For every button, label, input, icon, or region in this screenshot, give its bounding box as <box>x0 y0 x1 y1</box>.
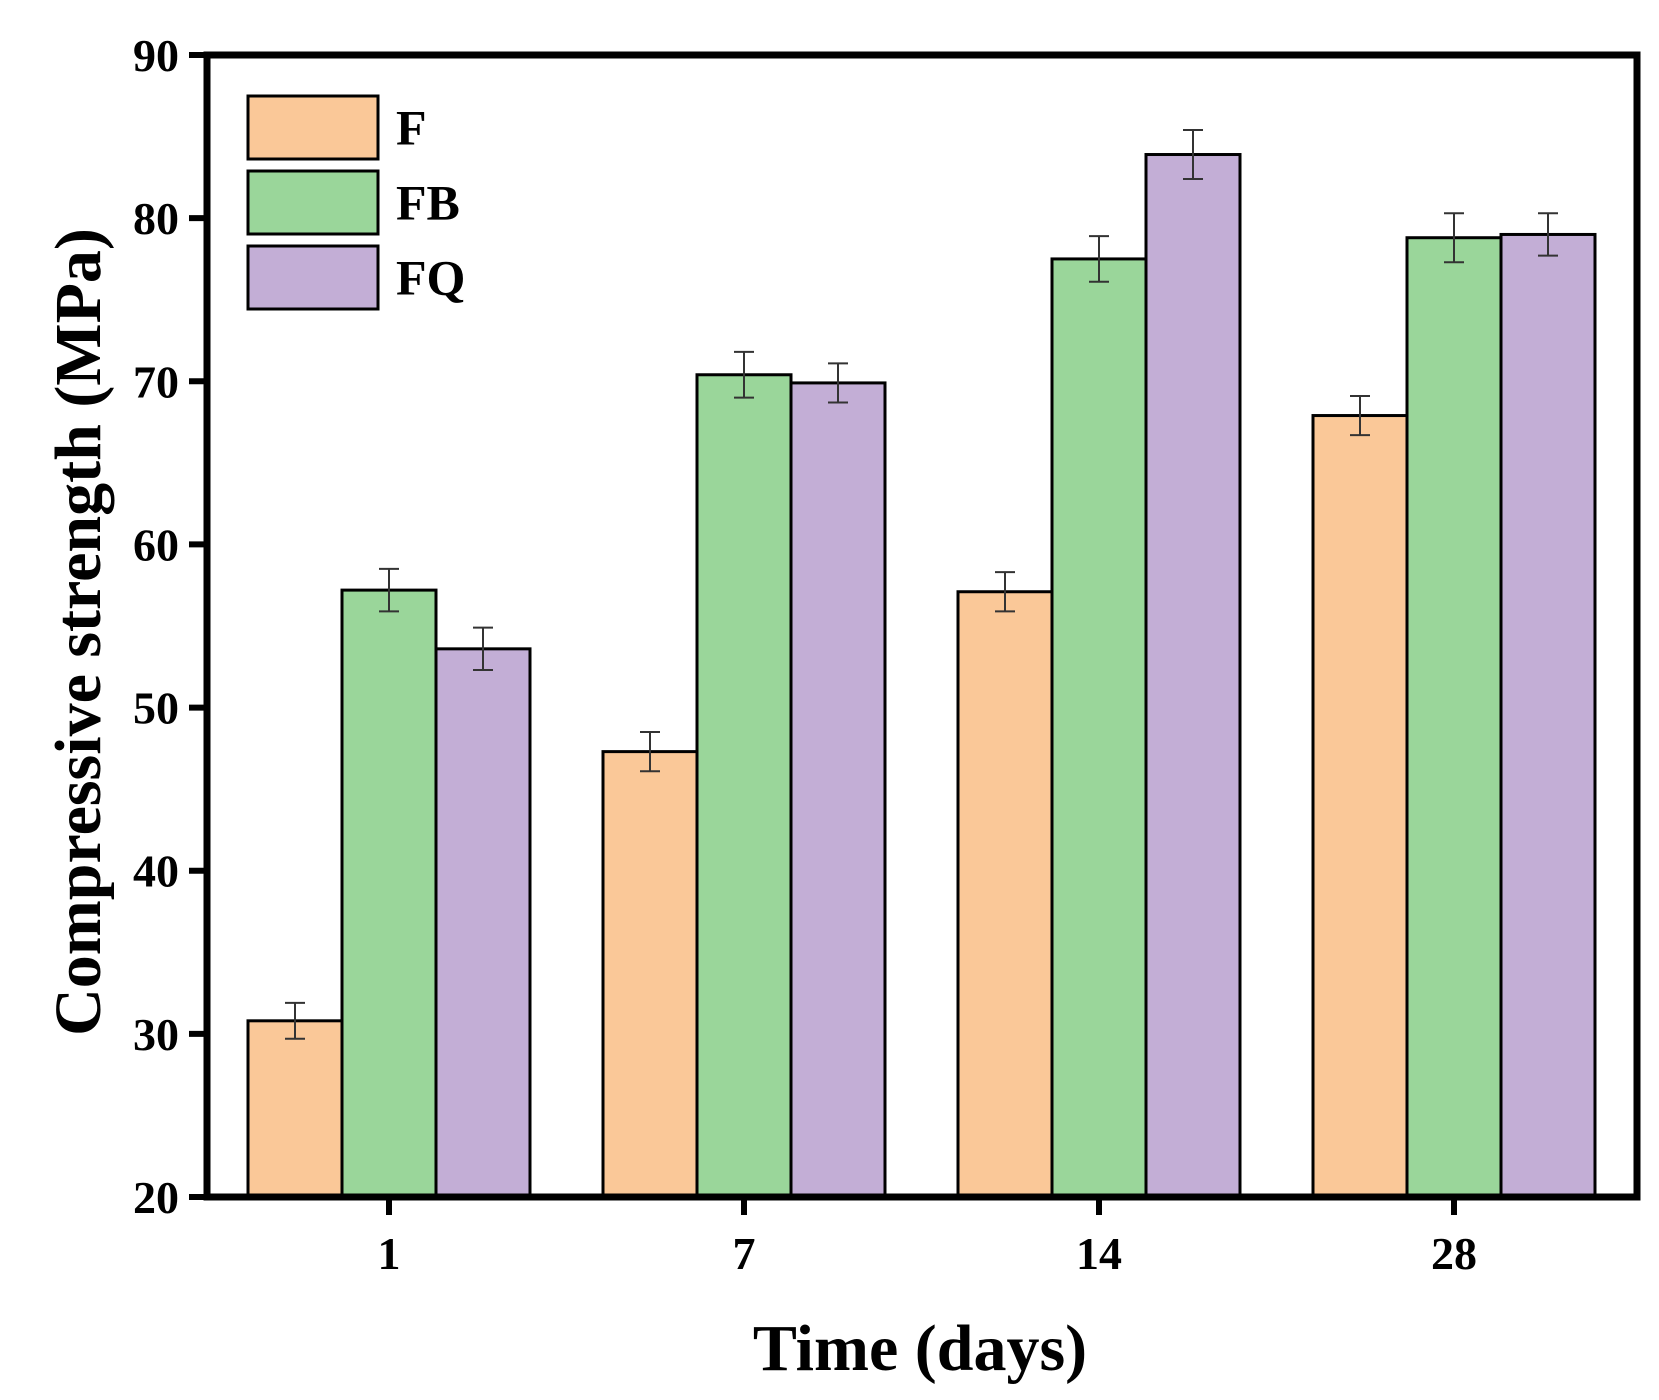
error-bar-FB-day-1 <box>379 567 399 613</box>
legend-label: FQ <box>396 250 465 306</box>
legend: F FB FQ <box>246 94 465 311</box>
legend-label: F <box>396 100 427 156</box>
error-bar-F-day-14 <box>995 571 1015 613</box>
y-tick-label: 50 <box>133 683 179 734</box>
error-bars-layer <box>285 129 1558 1040</box>
error-bar-F-day-7 <box>640 731 660 773</box>
bar-FB-day-14 <box>1050 257 1148 1199</box>
error-bar-FQ-day-28 <box>1538 212 1558 257</box>
y-tick-label: 40 <box>133 846 179 897</box>
bar-FB-day-28 <box>1405 236 1503 1199</box>
legend-item-FQ: FQ <box>246 244 465 311</box>
x-tick-label: 1 <box>378 1228 401 1279</box>
error-bar-FB-day-28 <box>1444 212 1464 264</box>
plot-frame <box>203 51 1641 1201</box>
legend-label: FB <box>396 175 460 231</box>
error-bar-FB-day-14 <box>1089 235 1109 283</box>
error-bar-F-day-1 <box>285 1001 305 1040</box>
y-tick-label: 80 <box>133 193 179 244</box>
bar-F-day-1 <box>246 1019 344 1199</box>
axes-layer: 20 30 40 50 60 70 80 90 1 7 14 28 <box>133 30 1641 1279</box>
error-bar-F-day-28 <box>1350 394 1370 437</box>
bar-FQ-day-1 <box>434 647 532 1199</box>
error-bar-FB-day-7 <box>734 350 754 399</box>
bar-F-day-7 <box>601 750 699 1199</box>
x-tick-label: 28 <box>1431 1228 1477 1279</box>
error-bar-FQ-day-1 <box>473 626 493 672</box>
legend-swatch <box>246 94 380 161</box>
x-tick-label: 14 <box>1076 1228 1122 1279</box>
x-axis-title: Time (days) <box>753 1312 1087 1385</box>
bar-FQ-day-7 <box>789 381 887 1199</box>
bar-FB-day-7 <box>695 373 793 1199</box>
x-tick-label: 7 <box>733 1228 756 1279</box>
y-tick-label: 70 <box>133 356 179 407</box>
bar-FB-day-1 <box>340 588 438 1199</box>
error-bar-FQ-day-7 <box>828 362 848 404</box>
legend-swatch <box>246 169 380 236</box>
legend-item-FB: FB <box>246 169 460 236</box>
bar-F-day-14 <box>956 590 1054 1199</box>
bar-FQ-day-14 <box>1144 153 1242 1199</box>
bar-FQ-day-28 <box>1499 232 1597 1199</box>
y-tick-label: 30 <box>133 1009 179 1060</box>
legend-swatch <box>246 244 380 311</box>
bars-layer <box>246 153 1597 1199</box>
y-tick-label: 60 <box>133 519 179 570</box>
y-axis-title: Compressive strength (MPa) <box>42 228 115 1036</box>
y-tick-label: 90 <box>133 30 179 81</box>
y-tick-label: 20 <box>133 1172 179 1223</box>
legend-item-F: F <box>246 94 427 161</box>
error-bar-FQ-day-14 <box>1183 129 1203 180</box>
bar-F-day-28 <box>1311 414 1409 1199</box>
